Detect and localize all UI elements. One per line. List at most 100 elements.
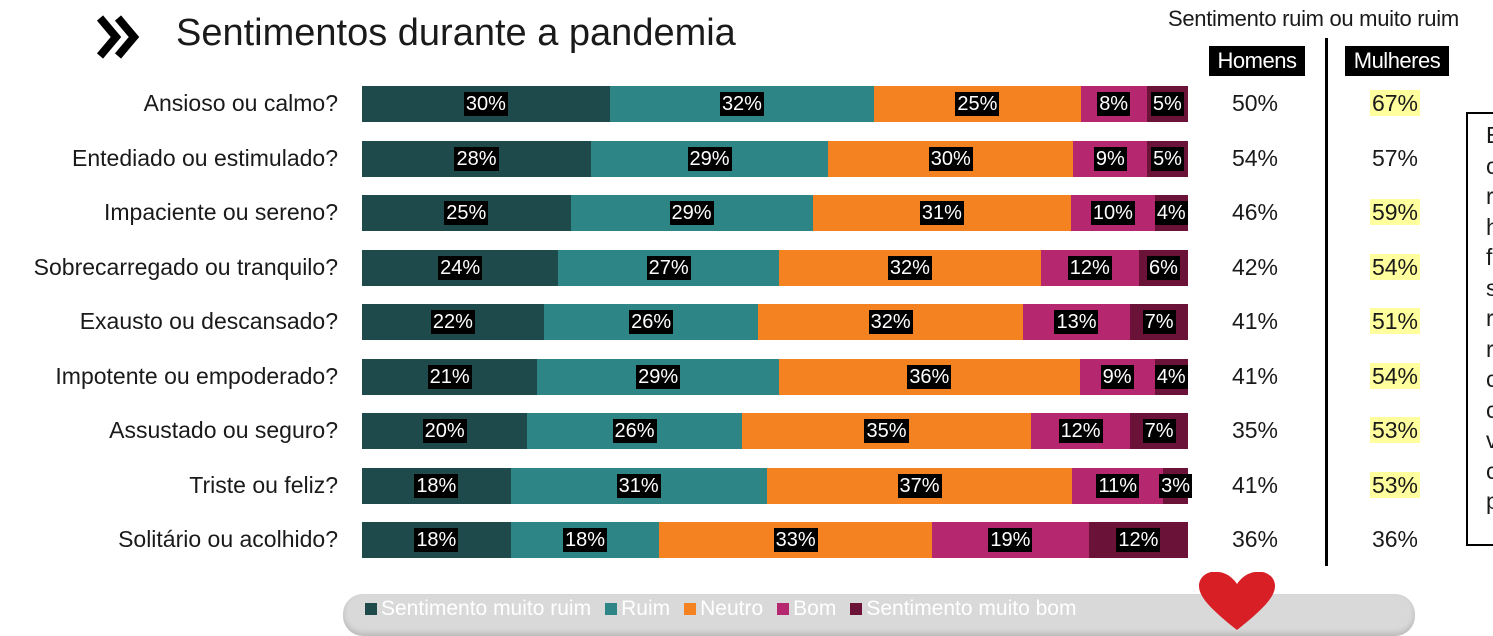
bar-segment: 26%	[527, 413, 742, 449]
bar-segment: 12%	[1031, 413, 1131, 449]
category-label: Assustado ou seguro?	[109, 417, 338, 443]
summary-value-men: 46%	[1231, 199, 1279, 225]
bar-row: 18% 18% 33% 19% 12%	[362, 522, 1188, 558]
bar-segment: 20%	[362, 413, 528, 449]
data-label: 29%	[669, 201, 714, 225]
bar-segment: 9%	[1079, 358, 1155, 395]
summary-value-men: 41%	[1231, 308, 1279, 334]
summary-title: Sentimento ruim ou muito ruim	[1168, 6, 1459, 31]
note-line: E	[1468, 120, 1493, 151]
data-label: 22%	[430, 310, 475, 334]
legend-label: Sentimento muito ruim	[381, 597, 592, 620]
bar-segment: 31%	[510, 467, 767, 504]
summary-value-women: 67%	[1369, 90, 1421, 116]
note-line: s	[1468, 273, 1493, 304]
data-label: 31%	[616, 473, 661, 498]
bar-segment: 29%	[570, 195, 813, 231]
summary-value-women: 54%	[1369, 253, 1421, 280]
data-label: 32%	[719, 92, 764, 116]
data-label: 30%	[463, 92, 508, 116]
data-label: 31%	[919, 201, 964, 225]
category-label: Impotente ou empoderado?	[55, 362, 338, 389]
data-label: 36%	[907, 364, 952, 389]
bar-segment: 12%	[1088, 522, 1188, 558]
bar-row: 28% 29% 30% 9% 5%	[362, 140, 1188, 177]
summary-value-men: 42%	[1231, 253, 1279, 280]
bar-segment: 24%	[362, 249, 559, 286]
data-label: 6%	[1146, 255, 1180, 280]
data-label: 8%	[1097, 92, 1131, 116]
category-label: Impaciente ou sereno?	[104, 199, 338, 225]
data-label: 29%	[687, 146, 732, 171]
heart-icon	[1199, 572, 1275, 630]
data-label: 29%	[636, 364, 681, 389]
note-line: h	[1468, 212, 1493, 243]
bar-segment: 13%	[1022, 304, 1131, 340]
bar-segment: 22%	[362, 304, 544, 340]
category-label: Ansioso ou calmo?	[143, 90, 338, 116]
data-label: 13%	[1054, 310, 1099, 334]
legend-item: Ruim	[605, 597, 670, 621]
summary-value-women: 54%	[1369, 362, 1421, 389]
summary-value-men: 36%	[1231, 526, 1279, 552]
summary-value-women: 57%	[1371, 144, 1419, 171]
bar-segment: 9%	[1073, 140, 1148, 177]
note-line: r	[1486, 183, 1493, 209]
note-line: v	[1468, 425, 1493, 456]
legend-label: Sentimento muito bom	[866, 597, 1077, 620]
note-line: p	[1468, 486, 1493, 517]
bar-segment: 7%	[1130, 304, 1188, 340]
bar-segment: 12%	[1040, 249, 1139, 286]
bar-segment: 29%	[590, 140, 829, 177]
bar-segment: 10%	[1071, 195, 1155, 231]
legend-item: Sentimento muito bom	[850, 597, 1076, 621]
legend-swatch	[365, 603, 377, 615]
bar-segment: 5%	[1146, 86, 1188, 122]
column-header-men: Homens	[1209, 46, 1305, 76]
summary-value-women: 53%	[1369, 471, 1421, 498]
data-label: 19%	[988, 528, 1033, 552]
bar-segment: 32%	[609, 86, 875, 122]
bar-segment: 3%	[1159, 467, 1193, 504]
data-label: 37%	[897, 473, 942, 498]
category-label: Triste ou feliz?	[189, 471, 338, 498]
summary-value-women: 51%	[1369, 308, 1421, 334]
bar-segment: 35%	[741, 413, 1032, 449]
note-line: c	[1468, 456, 1493, 487]
legend-label: Neutro	[700, 597, 764, 620]
legend-item: Neutro	[684, 597, 763, 621]
category-label: Entediado ou estimulado?	[72, 144, 338, 171]
data-label: 35%	[864, 419, 909, 443]
data-label: 25%	[444, 201, 489, 225]
data-label: 32%	[868, 310, 913, 334]
data-label: 4%	[1154, 364, 1188, 389]
bar-row: 24% 27% 32% 12% 6%	[362, 249, 1188, 286]
data-label: 24%	[438, 255, 483, 280]
bar-segment: 7%	[1130, 413, 1188, 449]
bar-segment: 19%	[931, 522, 1089, 558]
bar-row: 22% 26% 32% 13% 7%	[362, 304, 1188, 340]
summary-value-men: 41%	[1231, 471, 1279, 498]
column-header-women: Mulheres	[1345, 46, 1449, 76]
data-label: 7%	[1142, 419, 1176, 443]
bar-segment: 5%	[1147, 140, 1188, 177]
data-label: 26%	[612, 419, 657, 443]
data-label: 27%	[646, 255, 691, 280]
bar-row: 25% 29% 31% 10% 4%	[362, 195, 1188, 231]
bar-segment: 36%	[779, 358, 1080, 395]
bar-segment: 29%	[537, 358, 780, 395]
data-label: 12%	[1067, 255, 1112, 280]
summary-value-women: 36%	[1371, 526, 1419, 552]
summary-value-men: 35%	[1231, 417, 1279, 443]
bar-segment: 18%	[510, 522, 660, 558]
bar-segment: 30%	[828, 140, 1074, 177]
note-line: r	[1486, 335, 1493, 362]
double-chevron-icon	[96, 15, 140, 59]
summary-value-men: 54%	[1231, 144, 1279, 171]
legend-swatch	[684, 603, 697, 615]
column-divider	[1325, 38, 1328, 566]
bar-segment: 37%	[766, 467, 1073, 504]
data-label: 28%	[454, 146, 499, 171]
bar-segment: 32%	[758, 304, 1023, 340]
bar-row: 20% 26% 35% 12% 7%	[362, 413, 1188, 449]
